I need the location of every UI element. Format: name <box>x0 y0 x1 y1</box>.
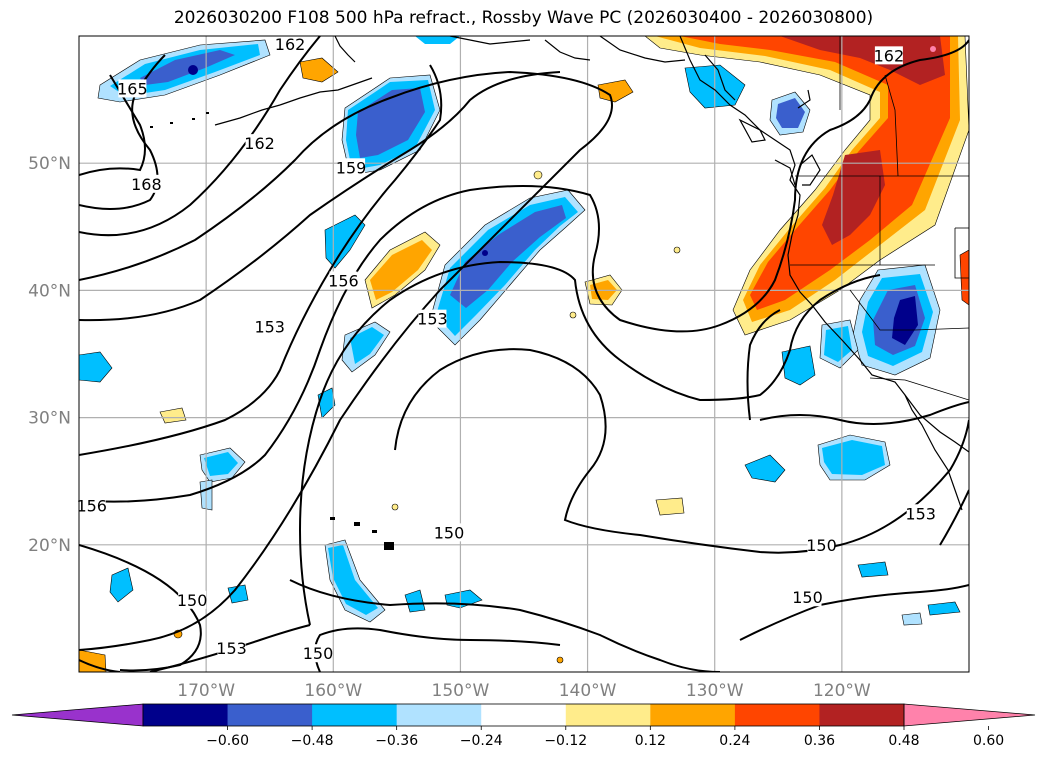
colorbar-tick-label: 0.24 <box>719 733 750 749</box>
contour-label-background <box>132 174 161 193</box>
colorbar-tick-label: 0.36 <box>804 733 835 749</box>
colorbar-extend-high <box>903 703 1036 727</box>
contour-label: 165 <box>117 79 148 98</box>
contour-label: 150 <box>177 591 208 610</box>
contour-label: 162 <box>275 35 306 54</box>
contour-label-background <box>906 504 935 523</box>
colorbar-tick-label: −0.60 <box>206 733 249 749</box>
lat-tick-label: 30°N <box>28 409 71 429</box>
contour-label: 150 <box>792 588 823 607</box>
colorbar-segment <box>565 704 651 726</box>
contour-label-background <box>118 79 147 98</box>
contour-label-background <box>77 496 106 515</box>
longitude-labels: 170°W 160°W 150°W 140°W 130°W 120°W <box>177 681 871 701</box>
contour-label: 150 <box>303 644 334 663</box>
colorbar-segment <box>650 704 736 726</box>
contour-label-background <box>874 46 903 65</box>
contour-label: 153 <box>417 310 448 329</box>
colorbar-tick-label: −0.36 <box>375 733 418 749</box>
contour-label-background <box>304 644 333 663</box>
contour-label-background <box>276 34 305 53</box>
figure-title: 2026030200 F108 500 hPa refract., Rossby… <box>173 8 874 28</box>
contour-label: 153 <box>905 504 936 523</box>
anomaly-shading <box>79 36 969 672</box>
colorbar-segment <box>396 704 482 726</box>
colorbar-tick-label: 0.60 <box>973 733 1004 749</box>
colorbar: −0.60 −0.48 −0.36 −0.24 −0.12 0.12 0.24 0.36 0.4… <box>11 703 1036 749</box>
colorbar-extend-low <box>11 703 144 727</box>
contour-label-background <box>434 523 463 542</box>
contour-label-background <box>255 317 284 336</box>
lon-tick-label: 130°W <box>686 681 744 701</box>
lat-tick-label: 50°N <box>28 154 71 174</box>
colorbar-tick-label: 0.12 <box>635 733 666 749</box>
negative-anomaly-small-cells <box>79 64 961 626</box>
political-borders <box>790 36 969 401</box>
contour-label: 156 <box>328 271 359 290</box>
contour-label: 150 <box>434 523 465 542</box>
contour-label: 153 <box>254 317 285 336</box>
lat-tick-label: 20°N <box>28 536 71 556</box>
contour-label: 168 <box>131 175 162 194</box>
colorbar-tick-label: −0.48 <box>291 733 334 749</box>
lat-tick-label: 40°N <box>28 281 71 301</box>
contour-label: 156 <box>76 497 107 516</box>
colorbar-tick-label: −0.24 <box>460 733 503 749</box>
lon-tick-label: 160°W <box>304 681 362 701</box>
contour-label-background <box>178 590 207 609</box>
colorbar-tick-label: 0.48 <box>888 733 919 749</box>
colorbar-segment <box>734 704 820 726</box>
contour-label-background <box>807 536 836 555</box>
latitude-labels: 50°N 40°N 30°N 20°N <box>28 154 71 556</box>
colorbar-frame <box>142 703 905 727</box>
negative-anomaly-central-trough <box>429 189 586 346</box>
colorbar-segment <box>143 704 229 726</box>
colorbar-segment <box>227 704 313 726</box>
positive-anomaly-small-cells <box>79 57 685 672</box>
contour-label-background <box>418 309 447 328</box>
contour-label-background <box>245 134 274 153</box>
contour-label-background <box>329 271 358 290</box>
positive-anomaly-northwest <box>644 36 969 336</box>
contour-labels: 162 162 165 162 159 168 156 153 153 156 150 150 153 1… <box>76 34 936 663</box>
lon-tick-label: 150°W <box>432 681 490 701</box>
colorbar-segment <box>481 704 567 726</box>
graticule <box>79 36 969 672</box>
colorbar-segment <box>312 704 398 726</box>
contour-label-background <box>793 588 822 607</box>
colorbar-tick-label: −0.12 <box>544 733 587 749</box>
lon-tick-label: 170°W <box>177 681 235 701</box>
contour-label-background <box>217 639 246 658</box>
contour-label: 162 <box>244 134 275 153</box>
contour-label-background <box>337 158 366 177</box>
islands <box>150 112 394 550</box>
lon-tick-label: 140°W <box>559 681 617 701</box>
lon-tick-label: 120°W <box>813 681 871 701</box>
colorbar-segment <box>819 704 905 726</box>
contour-label: 162 <box>874 46 905 65</box>
map-frame <box>78 35 970 673</box>
negative-anomaly-california <box>852 264 941 376</box>
contour-label: 150 <box>806 536 837 555</box>
contour-label: 159 <box>336 158 367 177</box>
coastlines <box>214 36 969 511</box>
contour-label: 153 <box>216 639 247 658</box>
